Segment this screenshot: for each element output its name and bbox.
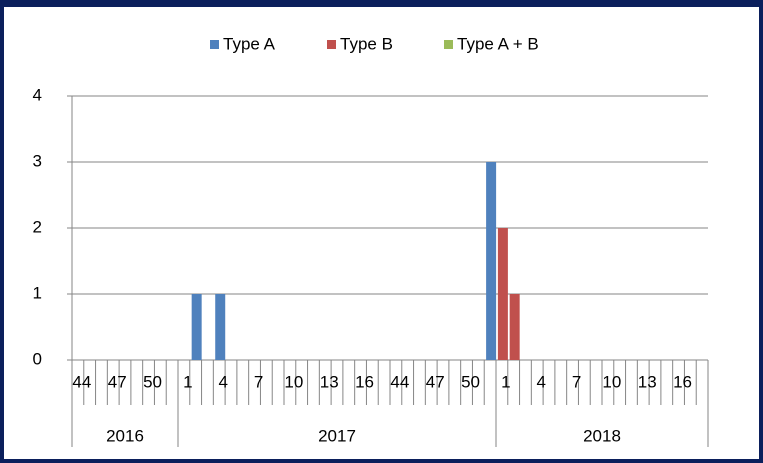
legend-swatch	[210, 40, 219, 49]
legend-label: Type B	[340, 34, 393, 53]
legend-label: Type A + B	[457, 34, 539, 53]
x-tick-label: 16	[673, 372, 692, 391]
group-label: 2016	[106, 426, 144, 445]
x-tick-label: 44	[390, 372, 409, 391]
x-tick-label: 13	[320, 372, 339, 391]
x-tick-label: 50	[143, 372, 162, 391]
y-tick-label: 1	[33, 283, 42, 302]
x-tick-label: 10	[602, 372, 621, 391]
y-tick-label: 3	[33, 151, 42, 170]
x-tick-label: 7	[572, 372, 581, 391]
x-tick-label: 4	[218, 372, 227, 391]
bar	[497, 228, 508, 360]
bar	[509, 294, 520, 360]
x-tick-label: 16	[355, 372, 374, 391]
x-tick-label: 7	[254, 372, 263, 391]
x-tick-label: 13	[638, 372, 657, 391]
y-tick-label: 4	[33, 85, 42, 104]
x-tick-label: 1	[183, 372, 192, 391]
group-label: 2018	[583, 426, 621, 445]
group-label: 2017	[318, 426, 356, 445]
x-tick-label: 47	[426, 372, 445, 391]
x-tick-label: 4	[536, 372, 545, 391]
x-tick-label: 1	[501, 372, 510, 391]
legend-label: Type A	[223, 34, 276, 53]
bar	[215, 294, 226, 360]
bar	[486, 162, 497, 360]
legend-swatch	[327, 40, 336, 49]
x-tick-label: 50	[461, 372, 480, 391]
y-tick-label: 2	[33, 217, 42, 236]
x-tick-label: 47	[108, 372, 127, 391]
x-tick-label: 44	[72, 372, 91, 391]
x-tick-label: 10	[284, 372, 303, 391]
bar	[191, 294, 202, 360]
legend-swatch	[444, 40, 453, 49]
y-tick-label: 0	[33, 349, 42, 368]
